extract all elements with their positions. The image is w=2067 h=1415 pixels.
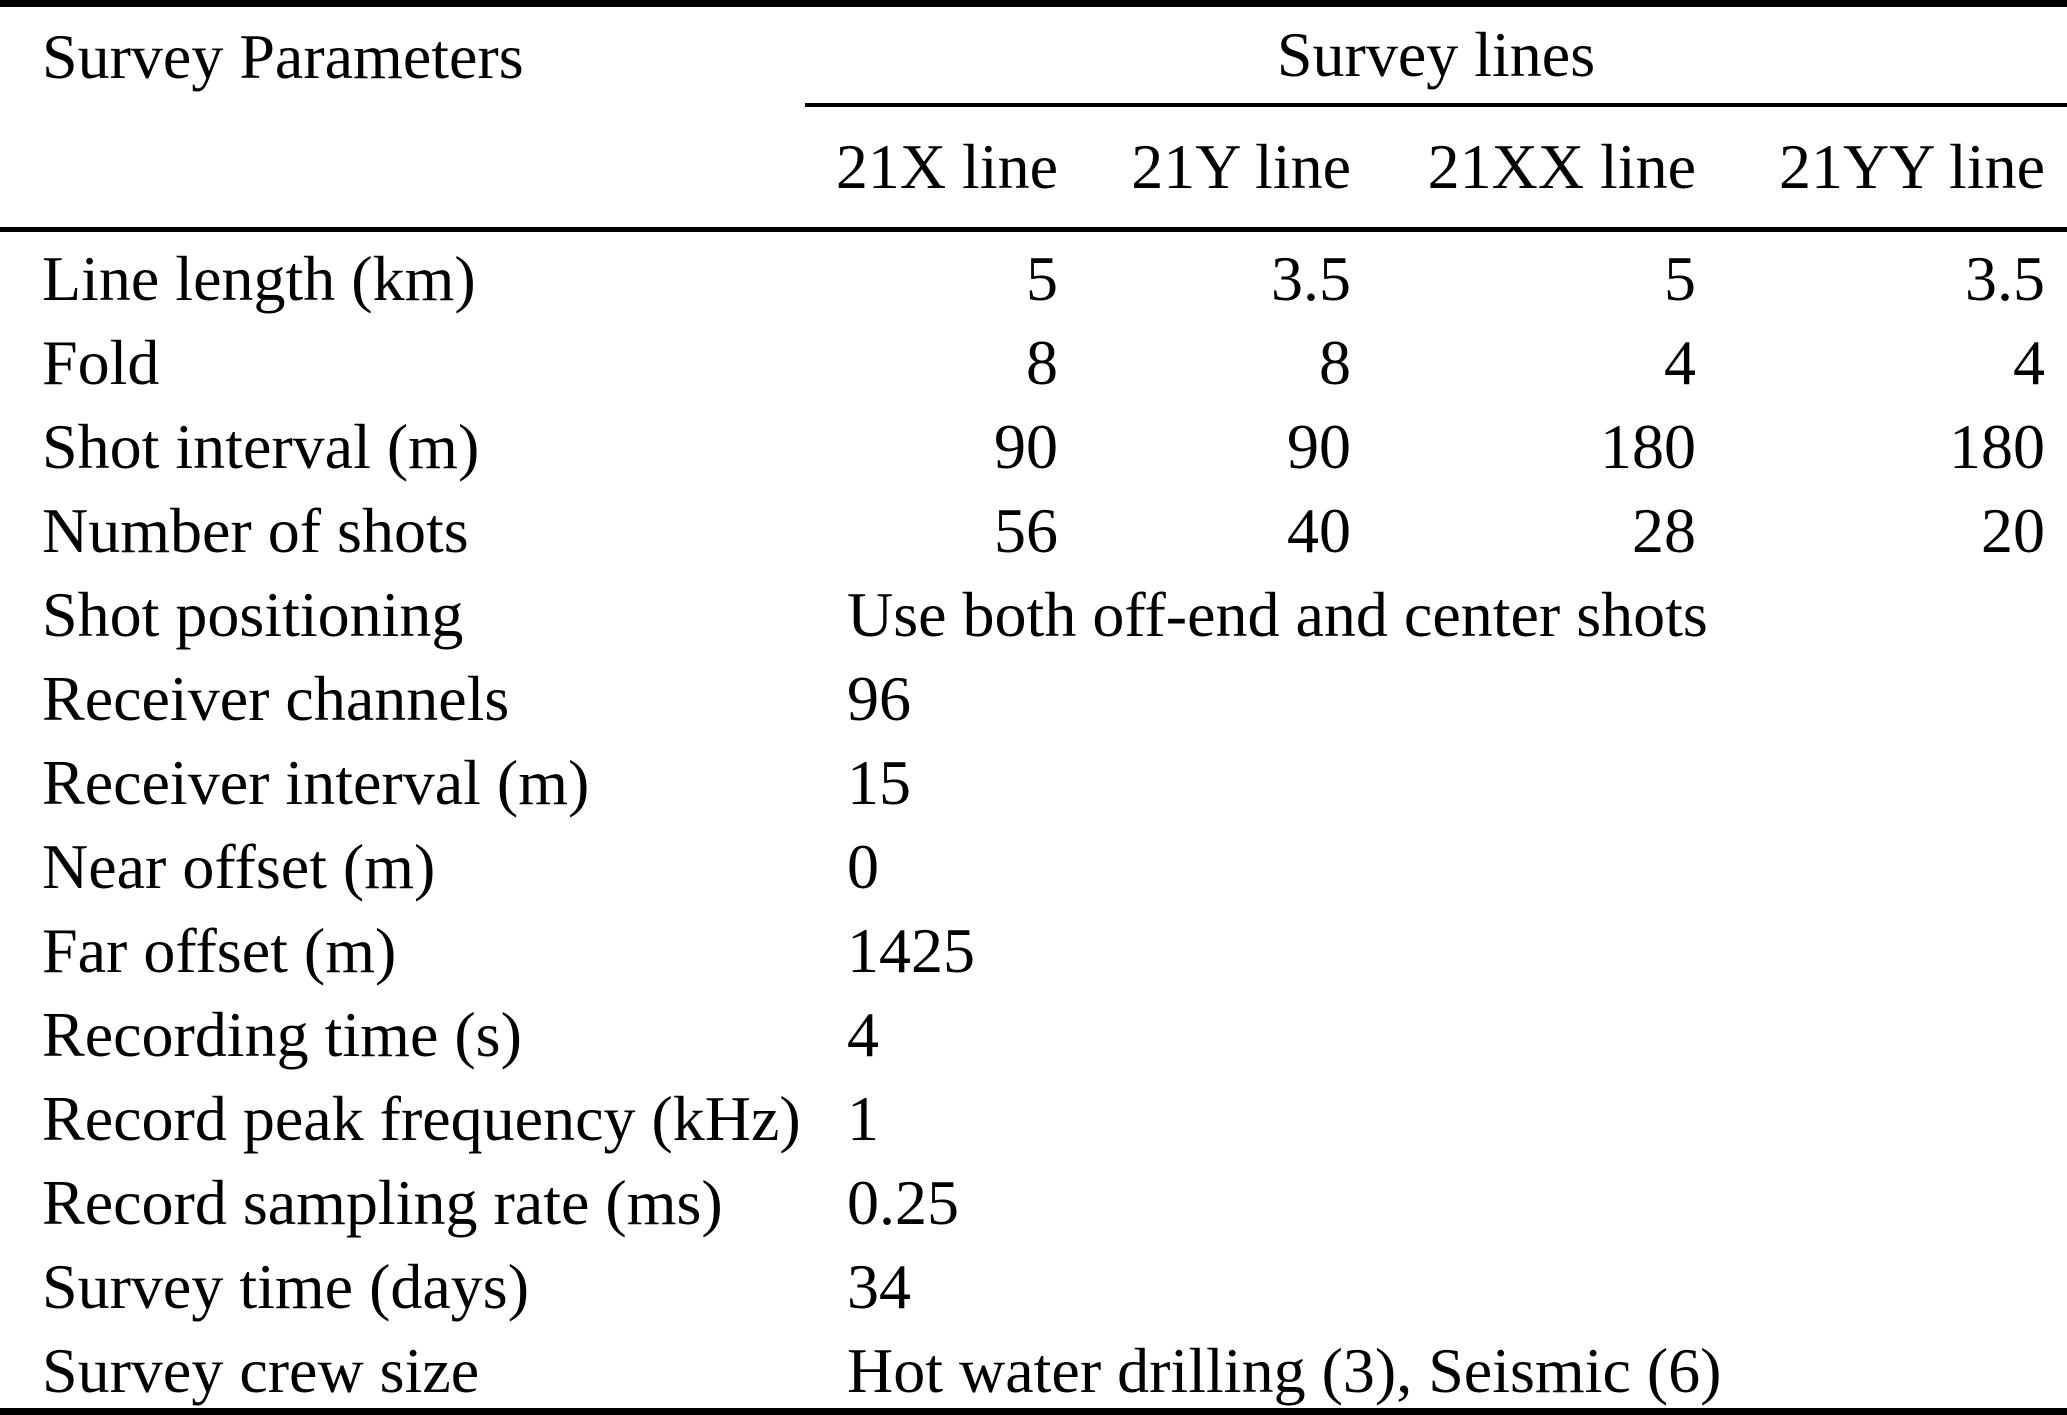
value-cell-span: Use both off-end and center shots: [847, 579, 1708, 650]
value-cell: 180: [1949, 411, 2045, 482]
row-label: Receiver interval (m): [42, 747, 590, 818]
row-label: Line length (km): [42, 243, 476, 314]
row-label: Far offset (m): [42, 915, 397, 986]
survey-lines-group-header: Survey lines: [805, 7, 2067, 107]
row-label: Record peak frequency (kHz): [42, 1083, 801, 1154]
table-row: Line length (km) 5 3.5 5 3.5: [0, 232, 2067, 316]
row-label: Survey time (days): [42, 1251, 529, 1322]
table-row: Far offset (m) 1425: [0, 904, 2067, 988]
table-row: Fold 8 8 4 4: [0, 316, 2067, 400]
row-label: Record sampling rate (ms): [42, 1167, 723, 1238]
value-cell-span: 15: [847, 747, 911, 818]
value-cell: 28: [1632, 495, 1696, 566]
value-cell: 8: [1319, 327, 1351, 398]
value-cell: 180: [1600, 411, 1696, 482]
value-cell: 8: [1026, 327, 1058, 398]
value-cell: 90: [1287, 411, 1351, 482]
table-row: Near offset (m) 0: [0, 820, 2067, 904]
column-header-21xx: 21XX line: [1351, 107, 1696, 232]
column-header-21yy: 21YY line: [1696, 107, 2067, 232]
table-row: Survey time (days) 34: [0, 1240, 2067, 1324]
value-cell: 4: [2013, 327, 2045, 398]
row-label: Fold: [42, 327, 160, 398]
value-cell-span: 0: [847, 831, 879, 902]
value-cell: 3.5: [1965, 243, 2045, 314]
value-cell: 90: [994, 411, 1058, 482]
column-header-21x: 21X line: [805, 107, 1058, 232]
value-cell: 3.5: [1271, 243, 1351, 314]
row-label: Number of shots: [42, 495, 469, 566]
table-row: Number of shots 56 40 28 20: [0, 484, 2067, 568]
table-row: Record peak frequency (kHz) 1: [0, 1072, 2067, 1156]
table-row: Shot positioning Use both off-end and ce…: [0, 568, 2067, 652]
header-row-group: Survey Parameters Survey lines: [0, 7, 2067, 107]
row-label: Survey crew size: [42, 1335, 480, 1406]
table-row: Survey crew size Hot water drilling (3),…: [0, 1324, 2067, 1408]
row-label: Shot interval (m): [42, 411, 480, 482]
table-row: Shot interval (m) 90 90 180 180: [0, 400, 2067, 484]
empty-subheader-cell: [0, 107, 805, 232]
row-label: Near offset (m): [42, 831, 436, 902]
value-cell: 40: [1287, 495, 1351, 566]
header-row-lines: 21X line 21Y line 21XX line 21YY line: [0, 107, 2067, 232]
value-cell: 56: [994, 495, 1058, 566]
value-cell-span: 1: [847, 1083, 879, 1154]
value-cell: 4: [1664, 327, 1696, 398]
value-cell: 5: [1664, 243, 1696, 314]
table-row: Receiver channels 96: [0, 652, 2067, 736]
table-row: Recording time (s) 4: [0, 988, 2067, 1072]
value-cell-span: Hot water drilling (3), Seismic (6): [847, 1335, 1722, 1406]
row-label: Shot positioning: [42, 579, 464, 650]
value-cell: 20: [1981, 495, 2045, 566]
value-cell-span: 4: [847, 999, 879, 1070]
table-row: Receiver interval (m) 15: [0, 736, 2067, 820]
params-column-header: Survey Parameters: [42, 21, 524, 92]
value-cell-span: 96: [847, 663, 911, 734]
column-header-21y: 21Y line: [1058, 107, 1351, 232]
row-label: Recording time (s): [42, 999, 522, 1070]
table-row: Record sampling rate (ms) 0.25: [0, 1156, 2067, 1240]
value-cell: 5: [1026, 243, 1058, 314]
row-label: Receiver channels: [42, 663, 510, 734]
value-cell-span: 34: [847, 1251, 911, 1322]
value-cell-span: 0.25: [847, 1167, 959, 1238]
value-cell-span: 1425: [847, 915, 975, 986]
